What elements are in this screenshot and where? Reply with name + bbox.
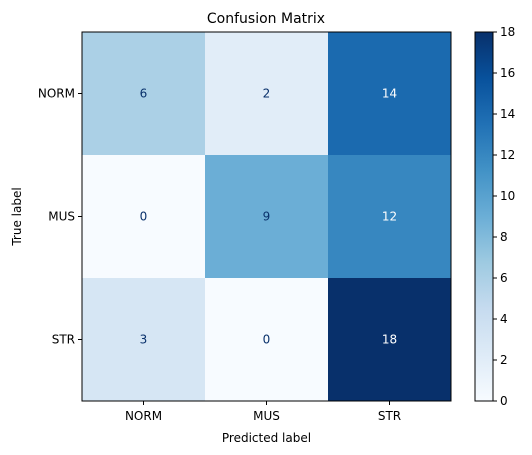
y-tick-label: NORM	[38, 87, 75, 101]
colorbar-tick-label: 6	[500, 271, 508, 285]
cell-value-label: 6	[140, 87, 148, 101]
colorbar-tick-label: 14	[500, 107, 515, 121]
cell-value-label: 3	[140, 333, 148, 347]
heatmap-cell	[205, 278, 329, 402]
colorbar-tick-label: 16	[500, 66, 515, 80]
y-axis-label: True label	[10, 187, 24, 246]
cell-value-label: 14	[382, 87, 397, 101]
y-tick-label: MUS	[48, 210, 75, 224]
heatmap-cell	[82, 278, 206, 402]
heatmap-cell	[82, 155, 206, 279]
colorbar-tick-label: 8	[500, 230, 508, 244]
y-tick-label: STR	[52, 333, 75, 347]
heatmap-cells	[82, 32, 452, 402]
colorbar	[474, 31, 494, 402]
x-tick-label: MUS	[253, 409, 280, 423]
x-tick-label: NORM	[125, 409, 162, 423]
cell-value-label: 2	[263, 87, 271, 101]
heatmap-cell	[328, 32, 452, 156]
colorbar-tick-label: 12	[500, 148, 515, 162]
colorbar-tick-label: 18	[500, 25, 515, 39]
cell-value-label: 12	[382, 210, 397, 224]
x-axis-label: Predicted label	[222, 431, 311, 445]
heatmap-cell	[328, 278, 452, 402]
cell-value-label: 0	[263, 333, 271, 347]
heatmap-cell	[82, 32, 206, 156]
cell-value-label: 0	[140, 210, 148, 224]
cell-value-label: 9	[263, 210, 271, 224]
y-axis-ticks: NORM MUS STR	[38, 87, 82, 347]
x-axis-ticks: NORM MUS STR	[125, 401, 401, 423]
x-tick-label: STR	[378, 409, 401, 423]
heatmap-cell	[205, 155, 329, 279]
colorbar-tick-label: 2	[500, 353, 508, 367]
colorbar-ticks: 0 2 4 6 8 10 12 14 16 18	[493, 25, 515, 408]
colorbar-tick-label: 4	[500, 312, 508, 326]
heatmap-cell-labels: 6 2 14 0 9 12 3 0 18	[140, 87, 397, 347]
cell-value-label: 18	[382, 333, 397, 347]
colorbar-tick-label: 10	[500, 189, 515, 203]
colorbar-tick-label: 0	[500, 394, 508, 408]
heatmap-cell	[328, 155, 452, 279]
chart-title: Confusion Matrix	[207, 11, 325, 27]
heatmap-cell	[205, 32, 329, 156]
